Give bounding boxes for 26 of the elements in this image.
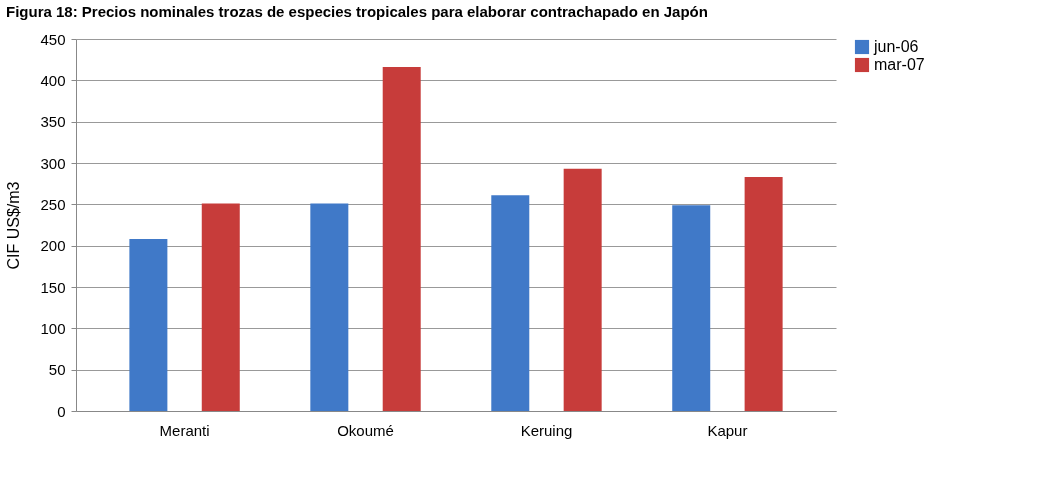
legend-label: mar-07 <box>874 56 925 73</box>
x-tick-label: Keruing <box>520 421 573 439</box>
bar <box>129 239 168 411</box>
bar <box>310 203 349 411</box>
bar <box>382 67 421 411</box>
bar <box>563 168 602 411</box>
y-axis-title: CIF US$/m3 <box>5 181 23 270</box>
bar <box>744 177 783 411</box>
y-tick-label: 0 <box>57 402 66 420</box>
bar <box>672 205 711 411</box>
x-tick-label: Kapur <box>707 421 748 439</box>
chart-title: Figura 18: Precios nominales trozas de especies tropicales para elaborar contrachapado en Japón <box>5 3 708 20</box>
y-tick-label: 450 <box>40 30 66 48</box>
x-tick-label: Meranti <box>159 421 210 439</box>
x-tick-label: Okoumé <box>337 421 394 439</box>
y-tick-label: 100 <box>40 319 66 337</box>
y-tick-label: 350 <box>40 113 66 131</box>
bar <box>491 195 530 411</box>
y-tick-label: 250 <box>40 195 66 213</box>
legend-label: jun-06 <box>873 38 919 55</box>
y-tick-label: 400 <box>40 71 66 89</box>
y-tick-label: 300 <box>40 154 66 172</box>
y-tick-label: 200 <box>40 237 66 255</box>
bar <box>201 203 240 411</box>
y-tick-label: 150 <box>40 278 66 296</box>
y-tick-label: 50 <box>48 361 66 379</box>
